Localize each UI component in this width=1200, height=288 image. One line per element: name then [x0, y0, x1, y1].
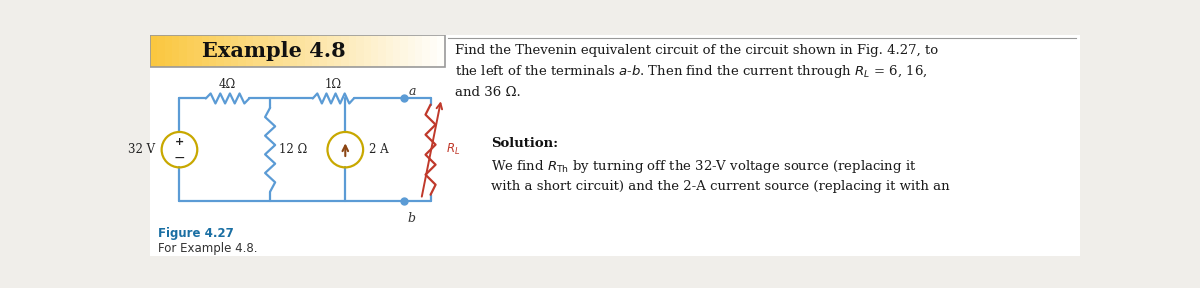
Bar	[437, 35, 445, 67]
Bar	[349, 35, 356, 67]
Bar	[202, 35, 210, 67]
Bar	[298, 35, 305, 67]
Bar	[268, 35, 276, 67]
Bar	[150, 35, 444, 256]
Bar	[150, 35, 444, 67]
Bar	[326, 35, 335, 67]
Bar	[392, 35, 401, 67]
Bar	[187, 35, 194, 67]
Text: Find the Thevenin equivalent circuit of the circuit shown in Fig. 4.27, to
the l: Find the Thevenin equivalent circuit of …	[455, 44, 937, 99]
Bar	[378, 35, 386, 67]
Bar	[305, 35, 313, 67]
Bar	[157, 35, 166, 67]
Text: +: +	[175, 137, 184, 147]
Bar	[150, 35, 158, 67]
Text: We find $R_{\rm Th}$ by turning off the 32-V voltage source (replacing it
with a: We find $R_{\rm Th}$ by turning off the …	[491, 158, 949, 193]
Bar	[180, 35, 187, 67]
Text: 32 V: 32 V	[127, 143, 155, 156]
Text: −: −	[174, 151, 185, 165]
Bar	[342, 35, 349, 67]
Text: 1Ω: 1Ω	[325, 78, 342, 91]
Text: 2 A: 2 A	[368, 143, 388, 156]
Bar	[371, 35, 379, 67]
Bar	[408, 35, 416, 67]
Bar	[334, 35, 342, 67]
Bar	[260, 35, 269, 67]
Bar	[230, 35, 239, 67]
Text: For Example 4.8.: For Example 4.8.	[157, 242, 257, 255]
Bar	[444, 35, 1080, 256]
Bar	[422, 35, 431, 67]
Bar	[401, 35, 408, 67]
Bar	[172, 35, 180, 67]
Bar	[290, 35, 298, 67]
Text: 4Ω: 4Ω	[218, 78, 236, 91]
Bar	[430, 35, 438, 67]
Bar	[223, 35, 232, 67]
Bar	[253, 35, 262, 67]
Text: 12 Ω: 12 Ω	[280, 143, 307, 156]
Bar	[319, 35, 328, 67]
Bar	[415, 35, 424, 67]
Bar	[194, 35, 203, 67]
Bar	[275, 35, 283, 67]
Text: a: a	[409, 85, 416, 98]
Bar	[364, 35, 372, 67]
Text: $R_L$: $R_L$	[446, 142, 461, 157]
Bar	[209, 35, 217, 67]
Bar	[282, 35, 290, 67]
Bar	[164, 35, 173, 67]
Bar	[312, 35, 320, 67]
Text: Example 4.8: Example 4.8	[202, 41, 346, 61]
Text: b: b	[407, 212, 415, 225]
Bar	[385, 35, 394, 67]
Bar	[356, 35, 365, 67]
Bar	[246, 35, 254, 67]
Bar	[216, 35, 224, 67]
Text: Solution:: Solution:	[491, 137, 558, 150]
Text: Figure 4.27: Figure 4.27	[157, 227, 234, 240]
Bar	[239, 35, 246, 67]
